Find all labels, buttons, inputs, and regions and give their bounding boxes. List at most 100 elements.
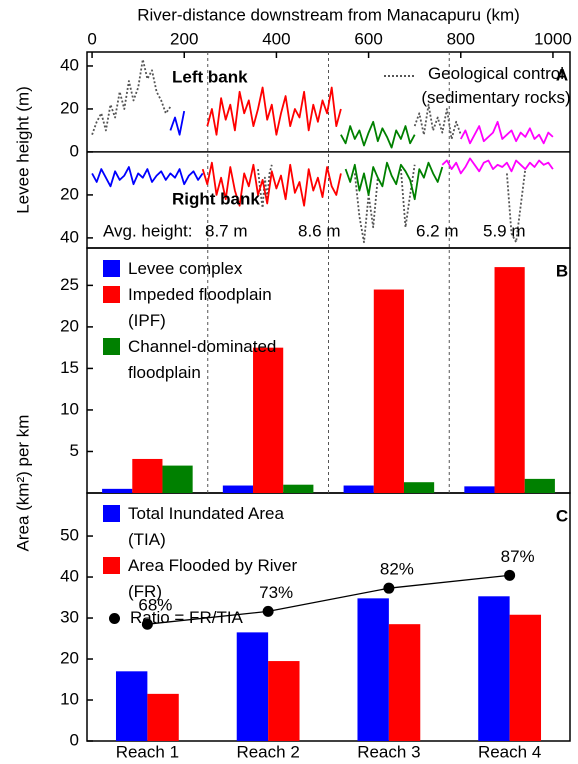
legend-entry: Area Flooded by River (FR) (103, 553, 303, 605)
panel-letter: B (556, 261, 568, 280)
bar (403, 482, 435, 493)
bar (253, 347, 284, 493)
legend-text: Ratio = FR/TIA (130, 608, 243, 627)
value-label: 68% (138, 596, 172, 615)
legend-text: Total Inundated Area (TIA) (128, 504, 284, 549)
x-tick-label: Reach 2 (236, 742, 299, 761)
bar (102, 488, 133, 493)
legend-entry: Geological control (sedimentary rocks) (421, 64, 571, 107)
legend-text: Channel-dominated floodplain (128, 337, 277, 382)
legend-swatch (103, 505, 120, 522)
x-tick-label: 0 (87, 29, 96, 48)
avg-height: 6.2 m (416, 221, 459, 240)
x-tick-label: Reach 3 (357, 742, 420, 761)
panel-letter: C (556, 506, 568, 525)
bar (509, 614, 542, 741)
bar (494, 267, 525, 493)
levee-line (206, 86, 342, 136)
y-tick-label: 10 (60, 399, 79, 418)
legend-swatch (103, 557, 120, 574)
bar (268, 661, 300, 741)
y-tick-label: 10 (60, 689, 79, 708)
bar (464, 486, 495, 493)
y-tick-label: 0 (70, 141, 79, 160)
bar (132, 458, 163, 493)
y-tick-label: 15 (60, 358, 79, 377)
levee-line (91, 166, 204, 188)
avg-height: 5.9 m (483, 221, 526, 240)
y-tick-label: 30 (60, 608, 79, 627)
annotation: Left bank (172, 67, 248, 86)
ratio-point (262, 605, 274, 617)
bar (115, 671, 148, 741)
levee-line (91, 58, 527, 244)
y-tick-label: 0 (70, 730, 79, 749)
legend-entry: Channel-dominated floodplain (103, 334, 303, 386)
annotation: Right bank (172, 189, 260, 208)
legend: Levee complex Impeded floodplain (IPF) Cha… (103, 256, 303, 386)
legend-text: Levee complex (128, 259, 243, 278)
value-label: 82% (380, 560, 414, 579)
ratio-line (147, 574, 510, 625)
bar (147, 693, 179, 741)
bar (283, 484, 314, 493)
bar (524, 478, 555, 493)
x-tick-label: 200 (170, 29, 198, 48)
legend-entry: Ratio = FR/TIA (103, 605, 303, 631)
ratio-point (383, 582, 395, 594)
bar (478, 596, 510, 741)
bar (373, 289, 404, 493)
legend-swatch (103, 338, 120, 355)
levee-line (460, 120, 554, 145)
bar (222, 485, 254, 493)
legend-swatch (103, 286, 120, 303)
annotation: Avg. height: (103, 221, 192, 240)
x-tick-label: Reach 4 (478, 742, 541, 761)
legend-swatch (103, 260, 120, 277)
ratio-point (141, 618, 153, 630)
levee-line (340, 120, 416, 149)
levee-line (344, 161, 444, 201)
y-tick-label: 5 (70, 441, 79, 460)
y-tick-label: 25 (60, 275, 79, 294)
bar (357, 598, 389, 741)
levee-line (169, 110, 186, 136)
y-tick-label: 40 (60, 55, 79, 74)
y-tick-label: 20 (60, 316, 79, 335)
legend: Total Inundated Area (TIA) Area Flooded b… (103, 501, 303, 631)
legend-text: Impeded floodplain (IPF) (128, 285, 272, 330)
y-axis-label: Levee height (m) (13, 86, 32, 214)
levee-line (441, 157, 554, 175)
legend-text: Area Flooded by River (FR) (128, 556, 298, 601)
bar (388, 624, 421, 741)
x-tick-label: Reach 1 (116, 742, 179, 761)
x-axis-label: River-distance downstream from Manacapur… (137, 5, 520, 24)
y-tick-label: 40 (60, 567, 79, 586)
avg-height: 8.6 m (298, 221, 341, 240)
ratio-point (504, 569, 516, 581)
bar (343, 485, 374, 493)
legend-entry: Impeded floodplain (IPF) (103, 282, 303, 334)
legend-marker (109, 613, 120, 624)
y-tick-label: 20 (60, 184, 79, 203)
y-tick-label: 20 (60, 649, 79, 668)
levee-line (201, 161, 342, 207)
x-tick-label: 600 (354, 29, 382, 48)
y-tick-label: 40 (60, 227, 79, 246)
legend-entry: Total Inundated Area (TIA) (103, 501, 303, 553)
value-label: 87% (501, 547, 535, 566)
x-tick-label: 1000 (534, 29, 572, 48)
y-axis-label: Area (km²) per km (13, 415, 32, 552)
bar (236, 632, 269, 741)
y-tick-label: 20 (60, 98, 79, 117)
y-tick-label: 50 (60, 526, 79, 545)
legend-entry: Levee complex (103, 256, 303, 282)
avg-height: 8.7 m (205, 221, 248, 240)
bar (162, 465, 193, 493)
x-tick-label: 400 (262, 29, 290, 48)
value-label: 73% (259, 583, 293, 602)
panel-letter: A (556, 65, 568, 84)
x-tick-label: 800 (447, 29, 475, 48)
